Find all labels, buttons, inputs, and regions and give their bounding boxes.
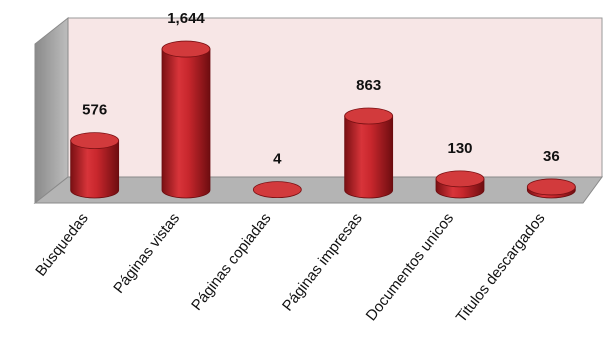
- bar-top: [344, 107, 394, 125]
- bar-body: [161, 48, 211, 199]
- bar: [344, 107, 394, 199]
- value-label: 130: [447, 140, 472, 157]
- bar-body: [344, 115, 394, 199]
- bar: [435, 170, 485, 199]
- bar: [70, 132, 120, 199]
- bar-top: [70, 132, 120, 150]
- bar-top: [526, 178, 576, 196]
- bar: [161, 40, 211, 199]
- back-wall: [67, 17, 603, 178]
- category-label: Titulos descargados: [453, 210, 549, 326]
- bar-top: [435, 170, 485, 188]
- bar-body: [70, 140, 120, 199]
- category-label: Páginas copiadas: [188, 210, 274, 314]
- category-label: Búsquedas: [32, 210, 92, 280]
- value-labels: 576 1,644 4 863 130 36: [82, 10, 560, 168]
- floor: [33, 176, 603, 204]
- category-label: Documentos unicos: [363, 210, 457, 324]
- bar: [252, 181, 302, 199]
- category-label: Páginas impresas: [279, 210, 366, 314]
- value-label: 1,644: [167, 10, 205, 27]
- plot-walls: [33, 16, 603, 205]
- bar: [526, 178, 576, 199]
- category-labels: Búsquedas Páginas vistas Páginas copiadas P…: [32, 210, 548, 326]
- bar-top: [252, 181, 302, 199]
- value-label: 36: [543, 148, 560, 165]
- value-label: 4: [273, 151, 282, 168]
- side-wall: [34, 16, 69, 205]
- bar-top: [161, 40, 211, 58]
- value-label: 576: [82, 102, 107, 119]
- category-label: Páginas vistas: [110, 210, 183, 297]
- bars: [70, 40, 576, 199]
- value-label: 863: [356, 77, 381, 94]
